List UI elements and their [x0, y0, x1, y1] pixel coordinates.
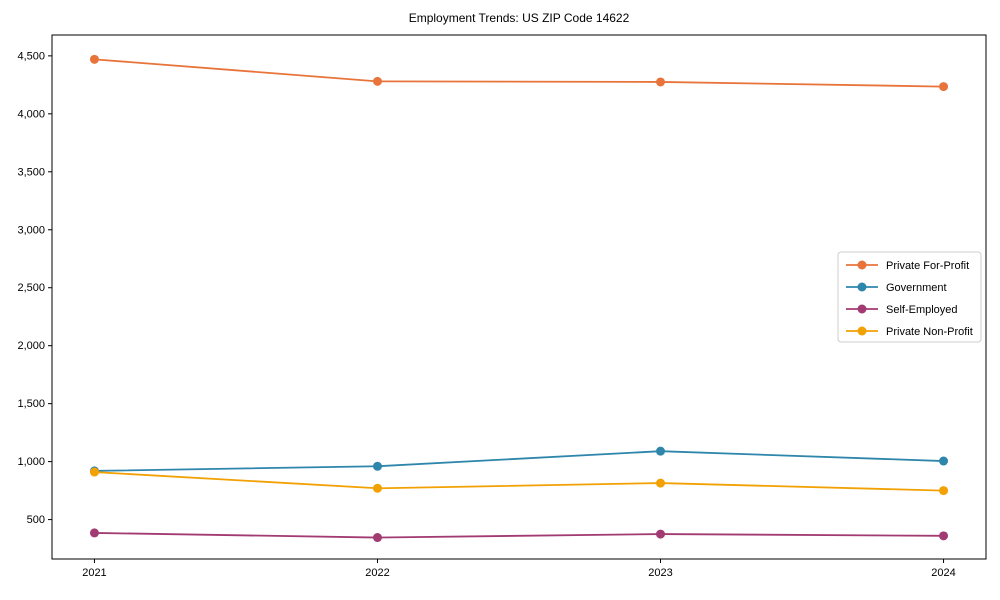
data-point-private-for-profit-2021: [89, 54, 99, 64]
data-point-private-for-profit-2022: [372, 76, 382, 86]
data-point-government-2023: [656, 446, 666, 456]
chart-title: Employment Trends: US ZIP Code 14622: [408, 11, 630, 25]
legend-marker-private-non-profit: [857, 326, 867, 336]
data-point-self-employed-2023: [656, 529, 666, 539]
series-line-private-non-profit: [93, 471, 945, 492]
series-line-self-employed: [93, 532, 945, 539]
data-point-private-for-profit-2024: [939, 82, 949, 92]
data-point-government-2024: [939, 456, 949, 466]
y-tick-label: 1,000: [17, 456, 45, 468]
data-point-private-for-profit-2023: [656, 77, 666, 87]
y-tick-label: 1,500: [17, 398, 45, 410]
legend-label-self-employed: Self-Employed: [886, 304, 958, 316]
legend-label-private-for-profit: Private For-Profit: [886, 260, 969, 272]
x-tick-label: 2022: [365, 567, 389, 579]
plot-area: [51, 34, 987, 560]
x-tick-label: 2024: [931, 567, 955, 579]
legend-label-private-non-profit: Private Non-Profit: [886, 326, 973, 338]
data-point-government-2022: [372, 461, 382, 471]
data-point-private-non-profit-2022: [372, 483, 382, 493]
data-point-private-non-profit-2021: [89, 467, 99, 477]
legend-marker-self-employed: [857, 304, 867, 314]
y-tick-label: 3,000: [17, 224, 45, 236]
y-tick-label: 2,000: [17, 340, 45, 352]
legend-marker-government: [857, 282, 867, 292]
legend-label-government: Government: [886, 282, 947, 294]
y-tick-label: 4,500: [17, 50, 45, 62]
series-line-government: [93, 450, 945, 472]
data-point-self-employed-2024: [939, 531, 949, 541]
data-point-self-employed-2021: [89, 528, 99, 538]
x-tick-label: 2021: [82, 567, 106, 579]
legend-box: [837, 251, 982, 343]
x-tick-label: 2023: [648, 567, 672, 579]
y-tick-label: 4,000: [17, 108, 45, 120]
y-tick-label: 3,500: [17, 166, 45, 178]
data-point-self-employed-2022: [372, 533, 382, 543]
series-line-private-for-profit: [93, 58, 945, 88]
data-point-private-non-profit-2024: [939, 486, 949, 496]
y-tick-label: 2,500: [17, 282, 45, 294]
legend-marker-private-for-profit: [857, 260, 867, 270]
data-point-private-non-profit-2023: [656, 478, 666, 488]
y-tick-label: 500: [27, 514, 45, 526]
